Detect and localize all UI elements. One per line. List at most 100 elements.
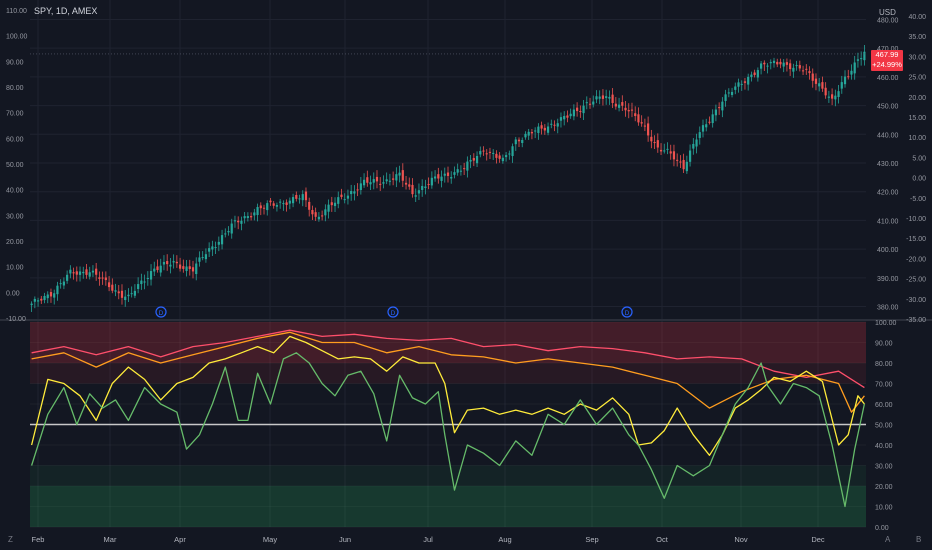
candle-body: [324, 209, 327, 216]
candle-body: [143, 281, 146, 283]
candle-body: [630, 109, 634, 111]
candle-body: [137, 284, 140, 289]
candle-body: [253, 212, 256, 216]
settings-icon[interactable]: B: [916, 535, 922, 544]
candle-body: [640, 122, 643, 124]
candle-body: [330, 202, 333, 206]
candle-body: [588, 103, 592, 105]
candle-body: [395, 174, 398, 181]
currency-label: USD: [879, 8, 896, 17]
candle-body: [382, 182, 385, 184]
percent-axis-label: -5.00: [910, 196, 926, 203]
candle-body: [860, 58, 863, 60]
candle-body: [556, 123, 559, 127]
candle-body: [811, 73, 814, 81]
candle-body: [424, 186, 427, 189]
candle-body: [550, 123, 553, 125]
candle-body: [572, 109, 575, 117]
oscillator-axis-label: 40.00: [875, 443, 893, 450]
candle-body: [614, 103, 617, 107]
candle-body: [766, 65, 769, 67]
candlestick-series: [30, 45, 866, 312]
candle-body: [217, 241, 220, 245]
candle-body: [524, 133, 527, 138]
candle-body: [850, 70, 853, 75]
candle-body: [385, 179, 388, 182]
candle-body: [598, 96, 601, 99]
candle-body: [821, 82, 824, 89]
candle-body: [721, 101, 724, 111]
oscillator-line: [30, 352, 866, 508]
x-tick-label: Oct: [656, 535, 669, 544]
candle-body: [295, 195, 298, 199]
candle-body: [546, 126, 550, 133]
candle-body: [191, 267, 195, 272]
oscillator-line: [30, 335, 865, 456]
candle-body: [446, 172, 450, 176]
candle-body: [485, 153, 488, 155]
candle-body: [333, 202, 337, 207]
candle-body: [175, 261, 178, 264]
candle-body: [637, 114, 640, 123]
candle-body: [534, 130, 537, 132]
zoom-icon[interactable]: Z: [8, 535, 13, 544]
candle-body: [685, 161, 688, 172]
candle-body: [133, 290, 137, 296]
candle-body: [59, 283, 62, 285]
percent-axis-label: -30.00: [906, 297, 926, 304]
left-axis-label: 90.00: [6, 59, 24, 66]
dividend-marker-label: D: [159, 310, 164, 317]
candle-body: [111, 284, 114, 291]
candle-body: [853, 62, 856, 74]
candle-body: [463, 168, 466, 170]
candle-body: [585, 102, 588, 104]
candle-body: [698, 132, 701, 138]
candle-body: [582, 105, 585, 114]
price-axis-label: 410.00: [877, 218, 899, 225]
candle-body: [72, 272, 75, 274]
price-axis-label: 380.00: [877, 305, 899, 312]
candle-body: [801, 70, 805, 72]
candle-body: [566, 115, 569, 118]
candle-body: [714, 109, 718, 116]
dividend-marker-icon: [387, 306, 399, 318]
dividend-marker-label: D: [391, 310, 396, 317]
candle-body: [317, 216, 320, 220]
candle-body: [466, 161, 469, 171]
candle-body: [782, 62, 785, 67]
candle-body: [682, 159, 685, 170]
oscillator-series: [30, 329, 866, 508]
candle-body: [69, 269, 72, 274]
x-tick-label: Jun: [339, 535, 351, 544]
oscillator-axis-label: 50.00: [875, 423, 893, 430]
x-tick-label: May: [263, 535, 277, 544]
candle-body: [66, 274, 69, 281]
candle-body: [672, 151, 676, 160]
left-axis-label: 70.00: [6, 111, 24, 118]
x-tick-label: Sep: [585, 535, 598, 544]
left-axis-label: 30.00: [6, 213, 24, 220]
candle-body: [327, 204, 330, 212]
candle-body: [256, 207, 259, 216]
candle-body: [488, 151, 492, 153]
candle-body: [78, 271, 82, 275]
candle-body: [82, 271, 85, 274]
auto-scale-icon[interactable]: A: [885, 535, 891, 544]
candle-body: [511, 146, 514, 157]
candle-body: [408, 184, 411, 187]
candle-body: [246, 216, 249, 219]
candle-body: [743, 81, 747, 83]
candle-body: [211, 246, 214, 250]
candle-body: [392, 178, 395, 180]
candle-body: [379, 183, 382, 185]
candle-body: [785, 62, 789, 65]
candle-body: [553, 124, 556, 126]
candle-body: [201, 257, 204, 259]
candle-body: [505, 155, 508, 158]
candle-body: [140, 280, 143, 285]
candle-body: [624, 107, 627, 111]
candle-body: [233, 220, 237, 222]
percent-axis-label: -20.00: [906, 256, 926, 263]
candle-body: [734, 86, 737, 90]
left-axis-label: 10.00: [6, 265, 24, 272]
